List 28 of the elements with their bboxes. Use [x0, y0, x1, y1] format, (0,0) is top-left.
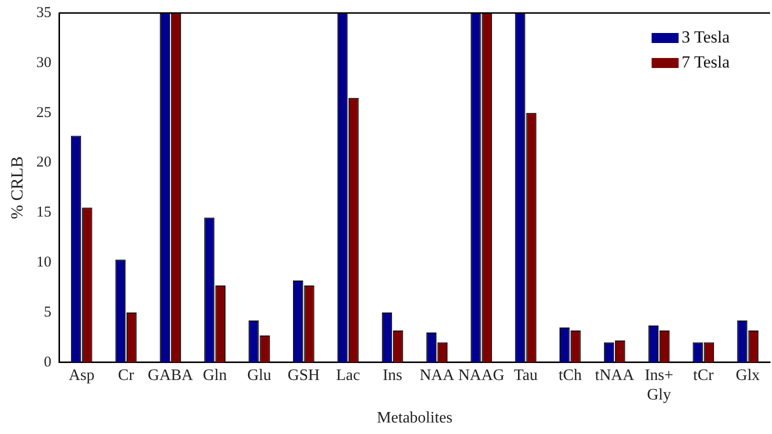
legend-label: 7 Tesla [682, 52, 730, 72]
y-tick-label: 20 [36, 154, 52, 171]
y-tick-label: 0 [44, 354, 52, 370]
x-tick-label: GSH [288, 367, 320, 384]
x-tick-label: tCr [693, 367, 714, 384]
y-tick-label: 15 [36, 204, 52, 221]
legend-label: 3 Tesla [682, 27, 730, 46]
x-tick-label: Lac [336, 367, 360, 384]
x-tick-label: NAA [420, 367, 455, 384]
y-axis-title: % CRLB [8, 156, 27, 220]
y-tick-label: 25 [36, 104, 52, 121]
y-tick-label: 35 [36, 4, 52, 21]
x-axis-title: Metabolites [376, 410, 452, 427]
x-tick-label: GABA [148, 367, 194, 384]
x-tick-label: Gln [202, 367, 227, 384]
x-tick-label: Glu [247, 367, 272, 384]
x-tick-label: Asp [68, 367, 94, 384]
x-tick-label: Ins [382, 367, 402, 384]
y-tick-label: 10 [36, 254, 52, 271]
y-tick-label: 5 [44, 304, 52, 320]
x-tick-label: Ins+ Gly [644, 367, 674, 404]
x-tick-label: Cr [118, 367, 135, 384]
x-tick-label: Glx [736, 367, 760, 384]
y-tick-label: 30 [36, 54, 52, 71]
x-tick-label: Tau [514, 367, 538, 384]
x-tick-label: tCh [558, 367, 582, 384]
x-tick-label: tNAA [595, 367, 635, 384]
x-tick-label: NAAG [458, 367, 505, 384]
